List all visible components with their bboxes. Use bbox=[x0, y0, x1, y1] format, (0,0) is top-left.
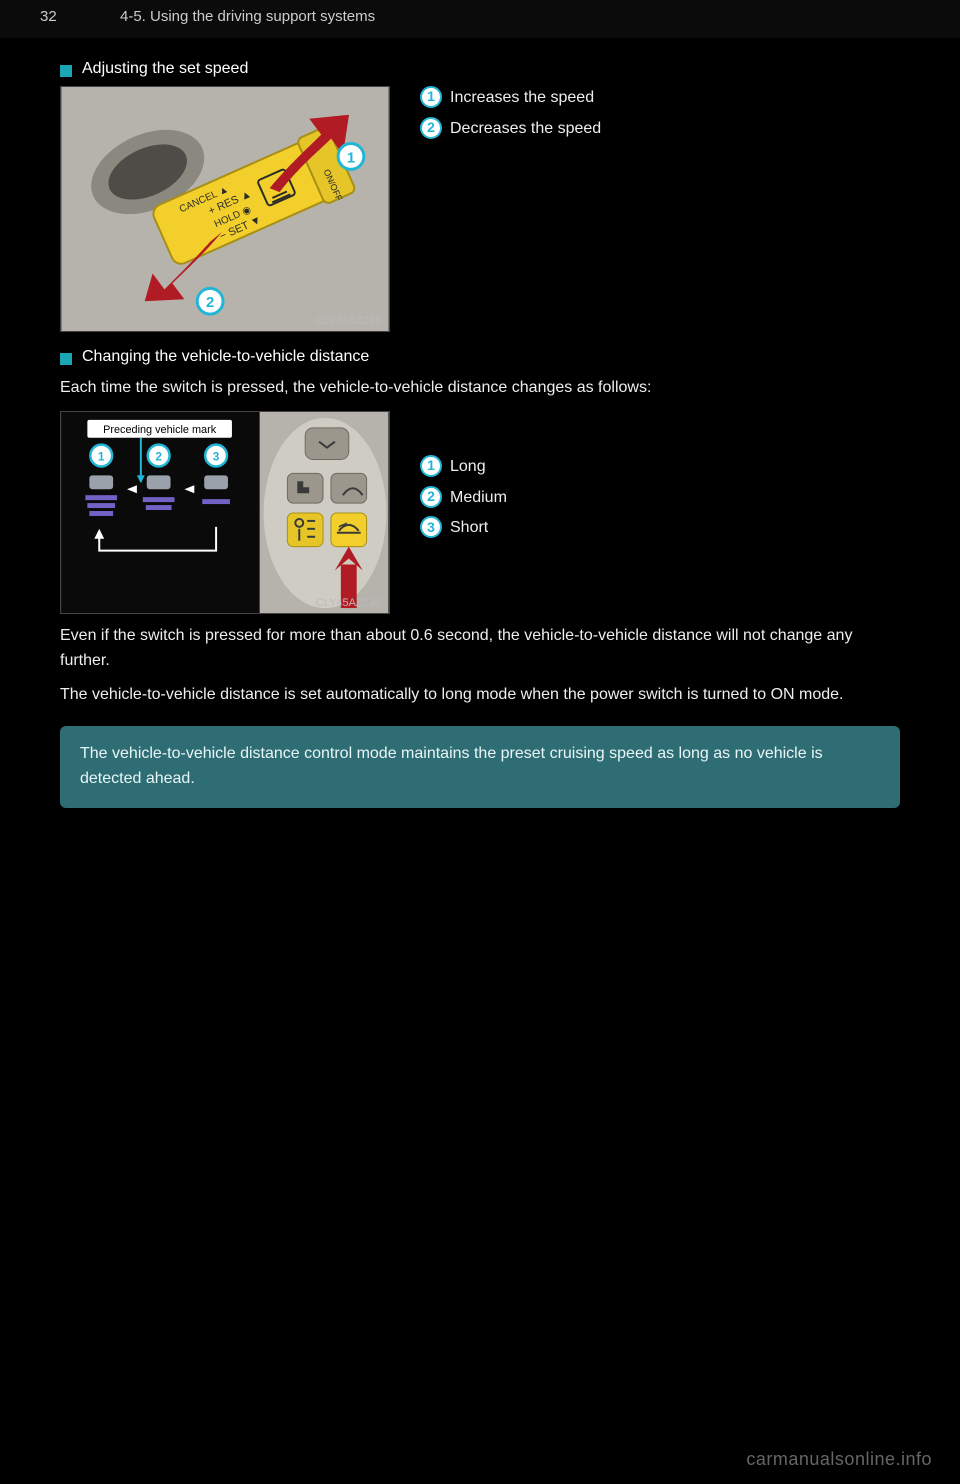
option-text: Medium bbox=[450, 486, 507, 511]
svg-text:2: 2 bbox=[206, 295, 214, 311]
figure-id: CLY45AZ235 bbox=[316, 315, 381, 327]
figure-distance: Preceding vehicle mark 1 bbox=[60, 411, 390, 614]
chapter-title: 4-5. Using the driving support systems bbox=[120, 8, 375, 25]
figure-lever: CANCEL ▲ + RES ▲ HOLD ◉ − SET ▼ ON/OFF bbox=[60, 86, 390, 332]
option-text: Long bbox=[450, 455, 486, 480]
svg-text:1: 1 bbox=[98, 449, 105, 463]
option-short: 3 Short bbox=[420, 516, 900, 541]
subheading-distance: Changing the vehicle-to-vehicle distance bbox=[60, 348, 900, 366]
callout-text: The vehicle-to-vehicle distance control … bbox=[80, 745, 823, 787]
num-2-icon: 2 bbox=[420, 486, 442, 508]
option-increase: 1 Increases the speed bbox=[420, 86, 900, 111]
distance-illustration-svg: Preceding vehicle mark 1 bbox=[61, 412, 389, 613]
bullet-square-icon bbox=[60, 65, 72, 77]
body-paragraph-1: Even if the switch is pressed for more t… bbox=[60, 624, 900, 674]
num-1-icon: 1 bbox=[420, 86, 442, 108]
subheading-adjust-speed: Adjusting the set speed bbox=[60, 60, 900, 78]
svg-text:1: 1 bbox=[347, 150, 355, 166]
lever-illustration-svg: CANCEL ▲ + RES ▲ HOLD ◉ − SET ▼ ON/OFF bbox=[61, 87, 389, 331]
num-2-icon: 2 bbox=[420, 117, 442, 139]
svg-text:Preceding vehicle mark: Preceding vehicle mark bbox=[103, 424, 217, 436]
option-medium: 2 Medium bbox=[420, 486, 900, 511]
option-decrease: 2 Decreases the speed bbox=[420, 117, 900, 142]
figure-id: CLY45AZ236 bbox=[316, 597, 381, 609]
option-text: Short bbox=[450, 516, 488, 541]
intro-text: Each time the switch is pressed, the veh… bbox=[60, 376, 900, 401]
subheading-text: Changing the vehicle-to-vehicle distance bbox=[82, 348, 369, 366]
num-1-icon: 1 bbox=[420, 455, 442, 477]
option-text: Decreases the speed bbox=[450, 117, 601, 142]
top-bar: 32 4-5. Using the driving support system… bbox=[0, 0, 960, 38]
num-3-icon: 3 bbox=[420, 516, 442, 538]
subheading-text: Adjusting the set speed bbox=[82, 60, 248, 78]
option-long: 1 Long bbox=[420, 455, 900, 480]
option-text: Increases the speed bbox=[450, 86, 594, 111]
callout-box: The vehicle-to-vehicle distance control … bbox=[60, 726, 900, 808]
body-paragraph-2: The vehicle-to-vehicle distance is set a… bbox=[60, 683, 900, 708]
bullet-square-icon bbox=[60, 353, 72, 365]
watermark: carmanualsonline.info bbox=[746, 1449, 932, 1470]
svg-text:2: 2 bbox=[155, 449, 162, 463]
svg-text:3: 3 bbox=[213, 449, 220, 463]
page-number: 32 bbox=[40, 8, 57, 25]
